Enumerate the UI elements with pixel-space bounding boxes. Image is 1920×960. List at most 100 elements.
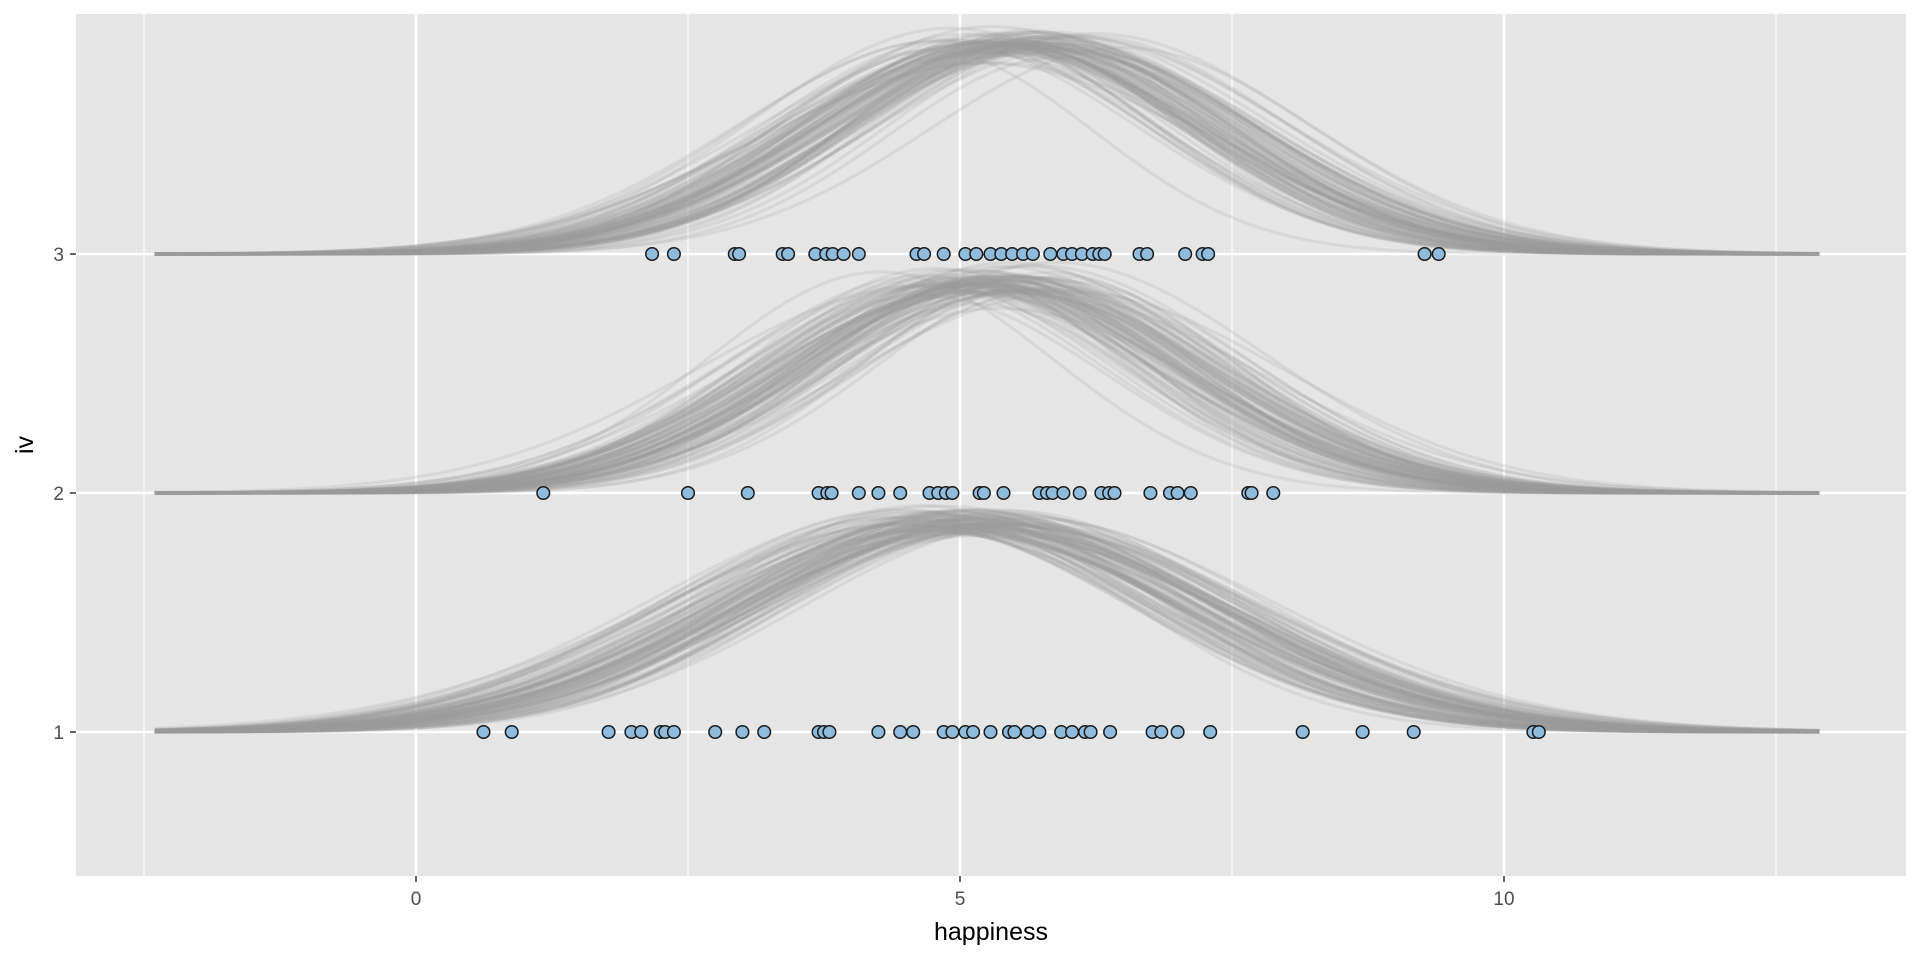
density-curve-draw [154,49,1820,256]
density-curve-draw [154,290,1820,495]
data-point [740,485,755,501]
density-curve-draw [154,302,1820,495]
density-curve-draw [154,279,1820,495]
density-curve-draw [154,273,1820,495]
density-curve-draw [154,285,1820,495]
density-curve-draw [154,525,1820,734]
density-curve-draw [154,528,1820,734]
density-curve-draw [154,41,1820,256]
data-point [969,246,984,262]
density-curve-draw [154,48,1820,256]
density-curve-draw [154,287,1820,495]
density-curve-draw [154,525,1820,734]
x-tick-label: 5 [955,889,966,910]
density-curve-draw [154,518,1820,734]
data-point [1355,724,1370,740]
density-curve-draw [154,512,1820,734]
density-curve-draw [154,288,1820,495]
density-curve-draw [154,523,1820,734]
density-curve-draw [154,277,1820,495]
density-curve-draw [154,285,1820,495]
density-curve-draw [154,278,1820,495]
density-curve-draw [154,533,1820,734]
density-curve-draw [154,283,1820,495]
density-curve-draw [154,44,1820,256]
density-curve-draw [154,40,1820,256]
density-curve-draw [154,264,1820,495]
density-curve-draw [154,42,1820,256]
density-curve-draw [154,33,1820,256]
data-point [1140,246,1155,262]
density-curve-draw [154,281,1820,495]
density-curve-draw [154,517,1820,734]
density-curve-draw [154,38,1820,256]
density-curve-draw [154,266,1820,495]
density-curve-draw [154,524,1820,734]
density-curve-draw [154,41,1820,256]
density-curve-draw [154,284,1820,495]
density-curve-draw [154,522,1820,733]
density-curve-draw [154,289,1820,495]
density-curve-draw [154,41,1820,256]
density-curve-draw [154,276,1820,495]
density-curve-draw [154,282,1820,495]
density-curve-draw [154,280,1820,495]
density-curve-draw [154,504,1820,733]
density-curve-draw [154,275,1820,495]
data-point [851,485,866,501]
y-tick-label: 3 [53,245,64,266]
density-curve-draw [154,40,1820,256]
data-point [1103,724,1118,740]
density-curve-draw [154,36,1820,256]
x-tick-label: 0 [411,889,422,910]
density-curve-draw [154,45,1820,256]
density-curve-draw [154,510,1820,734]
density-curve-draw [154,44,1820,256]
data-point [906,724,921,740]
density-curve-draw [154,283,1820,495]
density-curve-draw [154,514,1820,733]
density-curve-draw [154,275,1820,495]
density-curve-draw [154,49,1820,256]
density-curve-draw [154,30,1820,256]
density-curve-draw [154,275,1820,495]
density-curve-draw [154,528,1820,734]
density-curve-draw [154,274,1820,495]
density-curve-draw [154,514,1820,734]
density-curve-draw [154,39,1820,256]
density-curve-draw [154,507,1820,734]
density-curve-draw [154,38,1820,256]
density-curve-draw [154,516,1820,733]
density-curve-draw [154,39,1820,256]
density-curve-draw [154,42,1820,256]
data-point [936,246,951,262]
x-axis: 0 5 10 [411,876,1515,910]
density-curve-draw [154,44,1820,256]
density-curve-draw [154,284,1820,495]
density-curve-draw [154,45,1820,256]
density-curve-draw [154,282,1820,495]
x-tick-label: 10 [1493,889,1514,910]
density-curve-draw [154,46,1820,256]
density-curve-draw [154,45,1820,256]
density-curve-draw [154,46,1820,256]
density-curve-draw [154,521,1820,733]
density-curve-draw [154,25,1820,256]
density-curve-draw [154,288,1820,495]
density-curve-draw [154,43,1820,256]
density-curve-draw [154,38,1820,256]
data-point [1431,246,1446,262]
density-curve-draw [154,48,1820,256]
density-curve-draw [154,280,1820,495]
density-curve-draw [154,274,1820,495]
density-curve-draw [154,280,1820,495]
data-point [1295,724,1310,740]
data-point [1072,485,1087,501]
density-curve-draw [154,278,1820,495]
density-curve-draw [154,44,1820,256]
density-curve-draw [154,37,1820,256]
density-curve-draw [154,42,1820,256]
data-point [976,485,991,501]
density-curve-draw [154,531,1820,734]
data-point [1170,485,1185,501]
